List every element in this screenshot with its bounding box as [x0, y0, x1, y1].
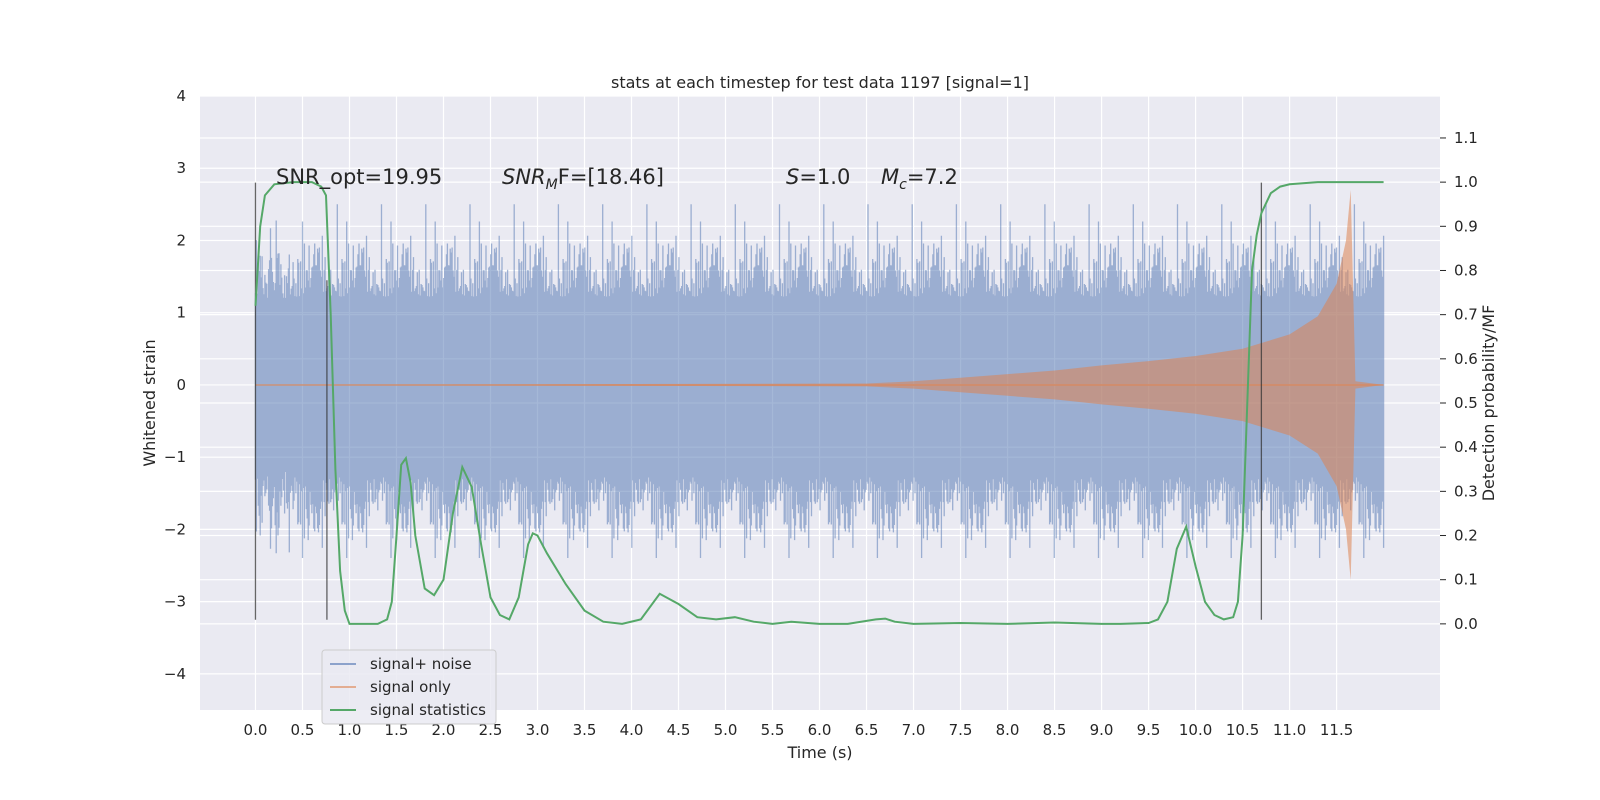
x-tick-label: 9.0 — [1090, 721, 1114, 739]
x-tick-label: 8.0 — [996, 721, 1020, 739]
y2-tick-label: 0.0 — [1454, 615, 1478, 633]
x-tick-label: 2.5 — [479, 721, 503, 739]
y2-tick-label: 0.9 — [1454, 217, 1478, 235]
y-tick-label: 2 — [176, 231, 186, 249]
y2-axis-label: Detection probability/MF — [1479, 305, 1498, 502]
y2-tick-label: 1.0 — [1454, 173, 1478, 191]
y-tick-label: 0 — [176, 376, 186, 394]
x-tick-label: 3.0 — [526, 721, 550, 739]
snr-mf-sub: M — [546, 177, 558, 193]
y-tick-label: 4 — [176, 87, 186, 105]
y2-tick-label: 0.4 — [1454, 438, 1478, 456]
legend-label-signal-statistics: signal statistics — [370, 701, 486, 719]
vertical-markers — [254, 182, 1263, 620]
y-tick-label: 3 — [176, 159, 186, 177]
y2-tick-label: 0.8 — [1454, 261, 1478, 279]
y-axis-ticks: 4 3 2 1 0 −1 −2 −3 −4 — [164, 87, 186, 683]
s-label: S — [786, 165, 799, 189]
y2-tick-label: 0.2 — [1454, 527, 1478, 545]
x-axis-label: Time (s) — [786, 743, 852, 762]
x-tick-label: 1.5 — [385, 721, 409, 739]
chart-title: stats at each timestep for test data 119… — [611, 73, 1029, 92]
legend: signal+ noise signal only signal statist… — [321, 649, 497, 725]
legend-label-signal-noise: signal+ noise — [370, 655, 472, 673]
annotation-snr-mf: SNRMF=[18.46] — [502, 165, 664, 193]
y-tick-label: −3 — [164, 593, 186, 611]
y-axis-label: Whitened strain — [140, 339, 159, 466]
x-tick-label: 10.5 — [1226, 721, 1259, 739]
snr-mf-rest: F=[18.46] — [558, 165, 664, 189]
y2-tick-label: 0.3 — [1454, 482, 1478, 500]
x-tick-label: 1.0 — [338, 721, 362, 739]
x-tick-label: 8.5 — [1043, 721, 1067, 739]
x-tick-label: 5.0 — [714, 721, 738, 739]
y-tick-label: −2 — [164, 520, 186, 538]
x-tick-label: 6.5 — [855, 721, 879, 739]
x-tick-label: 10.0 — [1179, 721, 1212, 739]
x-tick-label: 2.0 — [432, 721, 456, 739]
y2-tick-label: 0.1 — [1454, 571, 1478, 589]
series-signal-statistics — [254, 181, 1384, 625]
x-tick-label: 9.5 — [1137, 721, 1161, 739]
s-value: =1.0 — [799, 165, 850, 189]
x-tick-label: 0.0 — [244, 721, 268, 739]
legend-label-signal-only: signal only — [370, 678, 451, 696]
mc-sub: c — [899, 177, 907, 193]
x-tick-label: 0.5 — [291, 721, 315, 739]
y-tick-label: 1 — [176, 304, 186, 322]
y2-tick-label: 0.6 — [1454, 350, 1478, 368]
y2-tick-label: 0.5 — [1454, 394, 1478, 412]
x-tick-label: 7.0 — [902, 721, 926, 739]
x-tick-label: 6.0 — [808, 721, 832, 739]
x-tick-label: 7.5 — [949, 721, 973, 739]
y-tick-label: −4 — [164, 665, 186, 683]
y-tick-label: −1 — [164, 448, 186, 466]
x-tick-label: 11.5 — [1320, 721, 1353, 739]
series-signal-only — [255, 189, 1384, 580]
x-tick-label: 4.0 — [620, 721, 644, 739]
mc-value: =7.2 — [907, 165, 958, 189]
mc-label: M — [881, 165, 899, 189]
annotations: SNR_opt=19.95 SNRMF=[18.46] S=1.0 Mc=7.2 — [276, 165, 958, 193]
y2-tick-label: 0.7 — [1454, 306, 1478, 324]
snr-mf-base: SNR — [502, 165, 546, 189]
annotation-s: S=1.0 — [786, 165, 850, 189]
y2-tick-label: 1.1 — [1454, 129, 1478, 147]
y2-axis-ticks: 1.1 1.0 0.9 0.8 0.7 0.6 0.5 0.4 0.3 0.2 0.1 0.0 — [1440, 129, 1478, 633]
annotation-snr-opt: SNR_opt=19.95 — [276, 165, 442, 190]
x-tick-label: 4.5 — [667, 721, 691, 739]
x-tick-label: 11.0 — [1273, 721, 1306, 739]
annotation-mc: Mc=7.2 — [881, 165, 958, 193]
x-tick-label: 5.5 — [761, 721, 785, 739]
probability-line — [254, 181, 1384, 625]
x-tick-label: 3.5 — [573, 721, 597, 739]
legend-box — [321, 649, 497, 725]
x-axis-ticks: 0.0 0.5 1.0 1.5 2.0 2.5 3.0 3.5 4.0 4.5 5.0 5.5 6.0 6… — [244, 721, 1354, 739]
